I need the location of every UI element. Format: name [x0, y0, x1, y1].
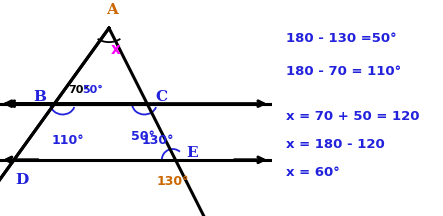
Text: 180 - 130 =50°: 180 - 130 =50°: [286, 32, 397, 45]
Text: 130°: 130°: [156, 175, 189, 188]
Text: E: E: [187, 146, 198, 160]
Text: x = 70 + 50 = 120: x = 70 + 50 = 120: [286, 110, 420, 123]
Text: 50°: 50°: [131, 130, 155, 143]
Text: x: x: [111, 42, 121, 57]
Text: B: B: [33, 90, 47, 104]
Text: A: A: [106, 3, 118, 17]
Text: D: D: [15, 173, 28, 187]
Text: C: C: [155, 90, 167, 104]
Text: 110°: 110°: [52, 134, 85, 147]
Text: x = 60°: x = 60°: [286, 166, 340, 179]
Text: 70°: 70°: [68, 85, 89, 95]
Text: 130°: 130°: [142, 134, 174, 147]
Text: x = 180 - 120: x = 180 - 120: [286, 138, 385, 151]
Text: 50°: 50°: [82, 85, 103, 95]
Text: 180 - 70 = 110°: 180 - 70 = 110°: [286, 65, 401, 78]
